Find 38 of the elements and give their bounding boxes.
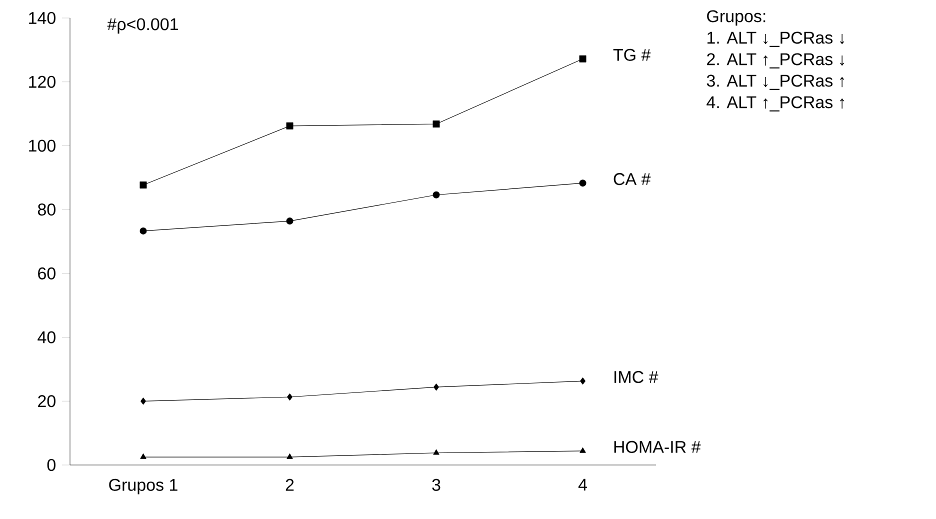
series-label: HOMA-IR #: [614, 440, 701, 453]
point: [434, 384, 439, 391]
y-tick-label: 120: [29, 76, 56, 88]
text: 3. ALT ↓_PCRas ↑: [706, 74, 844, 90]
point: [432, 191, 440, 198]
series-label: CA #: [614, 173, 651, 186]
point: [580, 447, 586, 453]
y-tick-label: 40: [38, 331, 56, 344]
point: [286, 218, 294, 225]
point: [579, 55, 586, 62]
annotation: #ρ<0.001: [107, 18, 178, 34]
point: [140, 227, 147, 234]
text: Grupos:: [707, 10, 766, 26]
text: 4. ALT ↑_PCRas ↑: [706, 96, 844, 112]
point: [140, 454, 146, 459]
series-label: TG #: [613, 48, 651, 61]
x-tick-label: 3: [432, 478, 440, 491]
point: [432, 120, 440, 128]
x-tick-label: 2: [286, 478, 294, 491]
point: [286, 454, 293, 459]
point: [140, 181, 147, 188]
y-tick-label: 100: [29, 140, 56, 152]
y-tick-label: 0: [47, 458, 56, 472]
y-tick-label: 20: [38, 395, 56, 408]
point: [286, 122, 294, 130]
point: [433, 449, 440, 455]
point: [287, 393, 292, 400]
point: [579, 180, 586, 187]
point: [580, 378, 586, 385]
point: [140, 398, 146, 405]
x-tick-label: Grupos 1: [109, 478, 178, 494]
text: 2. ALT ↑_PCRas ↓: [707, 53, 844, 68]
series-label: IMC #: [614, 371, 658, 384]
y-tick-label: 60: [38, 267, 56, 280]
y-tick-label: 140: [29, 12, 56, 24]
y-tick-label: 80: [38, 204, 56, 216]
x-tick-label: 4: [578, 478, 587, 491]
text: 1. ALT ↓_PCRas ↓: [708, 32, 844, 47]
